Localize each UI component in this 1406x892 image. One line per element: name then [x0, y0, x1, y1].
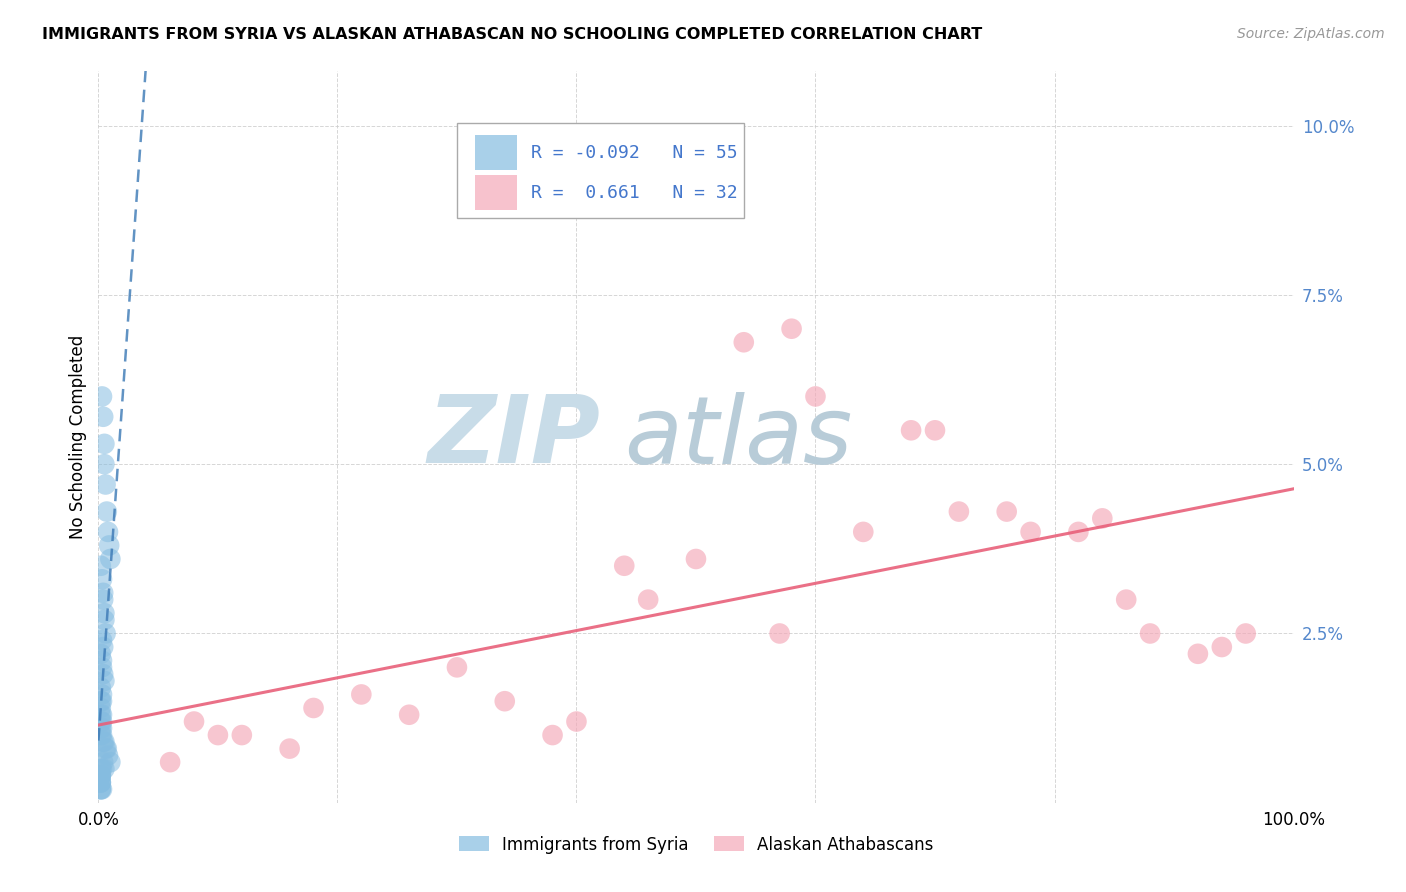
- Point: [91, 721, 114, 735]
- Point: [995, 505, 1018, 519]
- Point: [565, 714, 588, 729]
- Point: [1211, 640, 1233, 654]
- Point: [90, 775, 112, 789]
- Point: [94, 741, 117, 756]
- Point: [91, 728, 114, 742]
- Point: [948, 505, 970, 519]
- Point: [541, 728, 564, 742]
- Point: [91, 592, 114, 607]
- Point: [1091, 511, 1114, 525]
- Point: [91, 714, 114, 729]
- Point: [91, 640, 114, 654]
- Point: [90, 782, 112, 797]
- Point: [93, 762, 115, 776]
- Point: [350, 688, 373, 702]
- Text: R =  0.661   N = 32: R = 0.661 N = 32: [531, 184, 738, 202]
- Point: [90, 558, 112, 573]
- Point: [231, 728, 253, 742]
- Point: [1187, 647, 1209, 661]
- Point: [278, 741, 301, 756]
- Point: [780, 322, 803, 336]
- Legend: Immigrants from Syria, Alaskan Athabascans: Immigrants from Syria, Alaskan Athabasca…: [453, 829, 939, 860]
- Point: [91, 688, 114, 702]
- Point: [97, 524, 120, 539]
- Point: [91, 707, 114, 722]
- Point: [733, 335, 755, 350]
- Point: [90, 707, 112, 722]
- Text: IMMIGRANTS FROM SYRIA VS ALASKAN ATHABASCAN NO SCHOOLING COMPLETED CORRELATION C: IMMIGRANTS FROM SYRIA VS ALASKAN ATHABAS…: [42, 27, 983, 42]
- Point: [90, 721, 112, 735]
- Point: [1234, 626, 1257, 640]
- Point: [91, 755, 114, 769]
- Point: [159, 755, 181, 769]
- Y-axis label: No Schooling Completed: No Schooling Completed: [69, 335, 87, 539]
- Point: [93, 606, 115, 620]
- Point: [90, 769, 112, 783]
- Point: [94, 477, 117, 491]
- Point: [97, 748, 120, 763]
- Point: [1139, 626, 1161, 640]
- Point: [98, 552, 122, 566]
- Point: [446, 660, 468, 674]
- Point: [90, 681, 112, 695]
- Point: [1067, 524, 1090, 539]
- Point: [494, 694, 516, 708]
- Point: [1115, 592, 1137, 607]
- Point: [93, 735, 115, 749]
- Point: [91, 586, 114, 600]
- Point: [1019, 524, 1042, 539]
- Point: [91, 660, 114, 674]
- Point: [90, 775, 112, 789]
- Point: [398, 707, 420, 722]
- Text: ZIP: ZIP: [427, 391, 600, 483]
- Point: [91, 762, 114, 776]
- Point: [93, 457, 115, 471]
- Point: [768, 626, 790, 640]
- Point: [90, 694, 112, 708]
- Point: [91, 389, 114, 403]
- Point: [90, 769, 112, 783]
- Point: [183, 714, 205, 729]
- Point: [90, 775, 112, 789]
- Point: [90, 714, 112, 729]
- FancyBboxPatch shape: [475, 135, 517, 170]
- Point: [91, 782, 114, 797]
- FancyBboxPatch shape: [475, 175, 517, 211]
- Point: [98, 538, 121, 552]
- Point: [685, 552, 707, 566]
- Point: [90, 701, 112, 715]
- Point: [93, 613, 115, 627]
- Point: [91, 633, 114, 648]
- Point: [302, 701, 325, 715]
- Point: [90, 647, 112, 661]
- FancyBboxPatch shape: [457, 122, 744, 218]
- Point: [207, 728, 229, 742]
- Point: [94, 626, 117, 640]
- Text: atlas: atlas: [624, 392, 852, 483]
- Point: [90, 769, 112, 783]
- Point: [804, 389, 827, 403]
- Point: [96, 741, 118, 756]
- Point: [93, 437, 115, 451]
- Point: [91, 654, 114, 668]
- Point: [91, 694, 114, 708]
- Point: [91, 667, 114, 681]
- Text: Source: ZipAtlas.com: Source: ZipAtlas.com: [1237, 27, 1385, 41]
- Point: [91, 572, 114, 586]
- Point: [90, 762, 112, 776]
- Point: [91, 409, 114, 424]
- Point: [924, 423, 946, 437]
- Point: [91, 735, 114, 749]
- Point: [90, 782, 112, 797]
- Point: [852, 524, 875, 539]
- Point: [900, 423, 922, 437]
- Point: [90, 728, 112, 742]
- Point: [637, 592, 659, 607]
- Point: [96, 505, 118, 519]
- Point: [93, 673, 115, 688]
- Point: [613, 558, 636, 573]
- Text: R = -0.092   N = 55: R = -0.092 N = 55: [531, 144, 738, 161]
- Point: [98, 755, 122, 769]
